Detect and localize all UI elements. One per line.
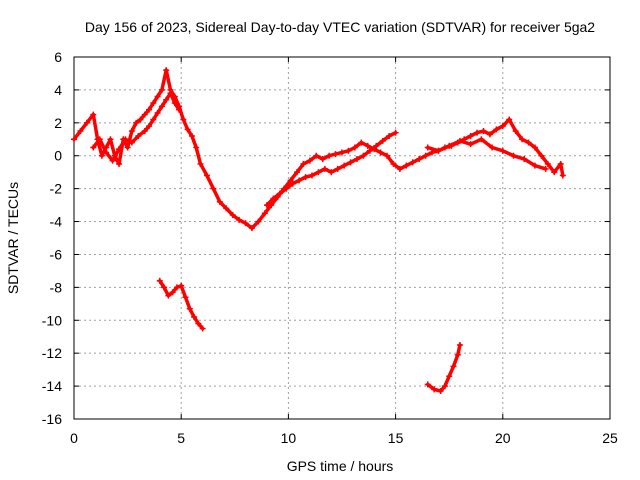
x-axis-label: GPS time / hours [287,458,394,474]
y-tick-label: -10 [42,312,62,328]
series-trace [447,139,462,148]
series-trace [97,137,108,155]
series-segment-a [156,277,206,332]
y-tick-label: 0 [54,148,62,164]
y-tick-label: 2 [54,115,62,131]
series-trace [110,147,121,163]
x-tick-label: 20 [495,430,511,446]
y-axis-label: SDTVAR / TECUs [5,182,21,294]
x-tick-label: 5 [177,430,185,446]
data-points [71,67,566,395]
y-tick-label: -16 [42,411,62,427]
y-tick-label: -6 [50,246,63,262]
x-tick-label: 0 [70,430,78,446]
series-trace [436,144,451,153]
chart-title: Day 156 of 2023, Sidereal Day-to-day VTE… [85,19,595,35]
y-tick-label: -4 [50,214,63,230]
x-tick-label: 15 [388,430,404,446]
data-point [392,129,399,136]
y-tick-label: 6 [54,49,62,65]
series-segment-b [424,341,463,395]
data-point [199,325,206,332]
series-secondary [90,90,549,209]
data-point [176,106,183,113]
series-trace [468,137,484,146]
series-trace [479,137,494,150]
y-tick-label: -12 [42,345,62,361]
y-tick-label: -2 [50,181,63,197]
data-point [456,341,463,348]
y-tick-label: 4 [54,82,62,98]
series-trace [507,117,518,133]
series-trace [205,173,216,191]
data-point [559,172,566,179]
y-tick-label: -14 [42,378,62,394]
axis-ticks: 0 5 10 15 20 25 -16 -14 -12 -10 -8 -6 -4 -2 0 2 4 6 [42,49,618,446]
x-tick-label: 10 [281,430,297,446]
series-trace [501,149,516,158]
series-trace [198,162,209,178]
plot-area-border [73,56,611,420]
series-trace [91,112,100,142]
data-point [542,165,549,172]
series-trace [211,186,222,204]
x-tick-label: 25 [602,430,618,446]
series-trace [522,157,537,168]
series-main [71,67,566,232]
series-trace [117,137,128,151]
y-tick-label: -8 [50,279,63,295]
series-trace [164,68,173,92]
grid [74,57,610,419]
